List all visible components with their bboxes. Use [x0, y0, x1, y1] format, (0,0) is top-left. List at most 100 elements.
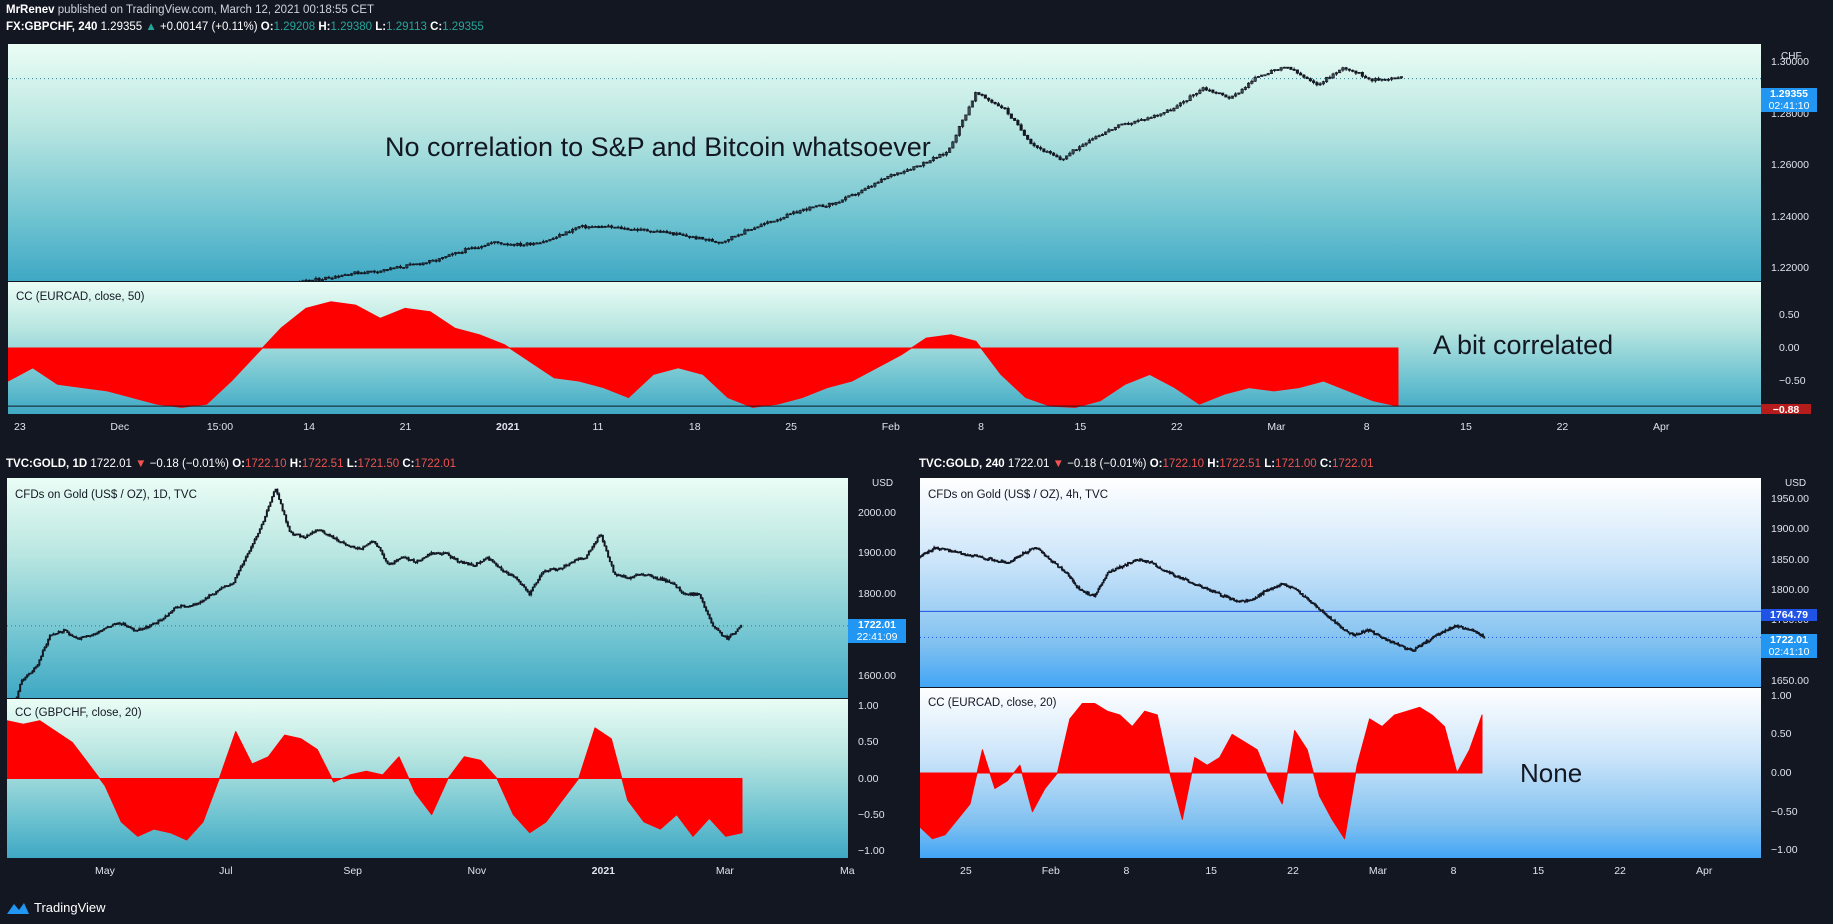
gbpchf-candle: [340, 275, 344, 278]
bl-symbol[interactable]: TVC:GOLD, 1D: [6, 458, 88, 470]
y-tick-label: 0.00: [858, 772, 879, 785]
gold-1d-candle: [596, 537, 599, 543]
bl-time-axis[interactable]: May Jul Sep Nov 2021 Mar Ma: [7, 858, 912, 886]
gold-1d-candle: [353, 545, 356, 549]
gold-4h-candle: [1313, 602, 1316, 606]
bl-cc-title: CC (GBPCHF, close, 20): [15, 707, 142, 719]
top-symbol[interactable]: FX:GBPCHF, 240: [6, 21, 98, 33]
gold-4h-candle: [953, 550, 956, 553]
bl-cc-axis[interactable]: 1.00 0.50 0.00 −0.50 −1.00: [848, 699, 912, 858]
gbpchf-candle: [1234, 93, 1238, 97]
gbpchf-candle: [541, 241, 545, 244]
gbpchf-candle: [486, 243, 490, 246]
author-name[interactable]: MrRenev: [6, 4, 55, 16]
br-time-axis[interactable]: 25 Feb 8 15 22 Mar 8 15 22 Apr: [920, 858, 1822, 886]
gbpchf-candle: [324, 276, 328, 280]
gold-1d-candle: [213, 593, 216, 596]
gold-1d-candle: [101, 629, 104, 632]
gold-4h-candle: [1194, 584, 1197, 586]
gbpchf-candle: [619, 226, 623, 230]
gold-4h-candle: [1078, 586, 1081, 591]
gold-1d-candle: [262, 521, 265, 526]
gold-1d-candle: [376, 543, 379, 547]
gold-4h-candle: [1331, 619, 1334, 622]
bl-cc-area: [7, 720, 743, 841]
gold-1d-candle: [153, 622, 156, 625]
gold-1d-candle: [411, 559, 414, 561]
gold-1d-candle: [183, 605, 186, 608]
gold-1d-candle: [241, 564, 244, 568]
gold-4h-candle: [1482, 634, 1484, 638]
gbpchf-candle: [463, 248, 467, 253]
gold-4h-candle: [1087, 591, 1090, 596]
gold-1d-candle: [393, 560, 396, 565]
y-tick-label: 2000.00: [858, 506, 896, 519]
gbpchf-candle: [476, 247, 480, 250]
x-tick-label: 2021: [496, 421, 520, 433]
top-price-axis[interactable]: CHF 1.30000 1.28000 1.26000 1.24000 1.22000 …: [1761, 44, 1822, 281]
gbpchf-candle: [694, 236, 698, 240]
gbpchf-candle: [876, 181, 880, 184]
gold-1d-candle: [269, 501, 272, 507]
gbpchf-candle: [1243, 87, 1247, 90]
gold-1d-candle: [295, 533, 298, 536]
gold-4h-candle: [1414, 647, 1417, 651]
br-cc-pane[interactable]: CC (EURCAD, close, 20) None: [920, 688, 1761, 858]
open-label: O:: [232, 458, 245, 470]
gold-4h-candle: [1100, 584, 1102, 587]
gold-1d-candle: [696, 593, 699, 596]
gbpchf-candle: [655, 230, 659, 233]
gbpchf-candle: [317, 277, 321, 281]
y-tick-label: 0.50: [1771, 728, 1792, 741]
gold-1d-candle: [635, 574, 638, 577]
gold-1d-candle: [122, 622, 125, 625]
gold-4h-candle: [1128, 562, 1131, 564]
gold-1d-candle: [622, 575, 625, 578]
bl-cc-pane[interactable]: CC (GBPCHF, close, 20): [7, 699, 848, 858]
bl-price-pane[interactable]: CFDs on Gold (US$ / OZ), 1D, TVC: [7, 478, 848, 698]
gbpchf-candle: [980, 93, 984, 96]
br-price-pane[interactable]: CFDs on Gold (US$ / OZ), 4h, TVC: [920, 478, 1761, 687]
gbpchf-candle: [957, 126, 961, 136]
gold-1d-candle: [720, 631, 723, 636]
x-tick-label: Dec: [110, 421, 130, 433]
gold-4h-candle: [1256, 596, 1258, 599]
br-price-axis[interactable]: USD 1950.001900.001850.001800.001750.001…: [1761, 478, 1822, 687]
gold-1d-candle: [540, 573, 543, 577]
gold-4h-candle: [1172, 573, 1175, 576]
gbpchf-candle: [1198, 89, 1202, 94]
gbpchf-candle: [766, 221, 770, 224]
gold-4h-candle: [1012, 559, 1015, 562]
br-cc-axis[interactable]: 1.00 0.50 0.00 −0.50 −1.00: [1761, 688, 1822, 858]
gbpchf-candle: [1318, 83, 1322, 86]
top-cc-axis[interactable]: 0.50 0.00 −0.50 −0.88: [1761, 282, 1822, 414]
gbpchf-candle: [1195, 92, 1199, 96]
gold-1d-candle: [573, 559, 576, 563]
y-tick-label: 1.24000: [1771, 210, 1809, 223]
gold-4h-candle: [1397, 642, 1400, 646]
gold-1d-candle: [689, 592, 692, 596]
gold-1d-candle: [523, 584, 526, 588]
gbpchf-candle: [892, 174, 896, 176]
gold-4h-candle: [1192, 583, 1195, 585]
top-price-pane[interactable]: No correlation to S&P and Bitcoin whatso…: [8, 44, 1761, 281]
gbpchf-candle: [1266, 73, 1270, 76]
gold-1d-candle: [531, 586, 534, 592]
footer-brand[interactable]: TradingView: [6, 900, 106, 915]
gbpchf-candle: [1175, 105, 1179, 109]
gold-4h-candle: [1343, 629, 1346, 631]
gold-4h-candle: [1413, 649, 1416, 652]
gold-4h-candle: [1253, 598, 1256, 600]
gold-1d-candle: [703, 601, 706, 608]
gold-1d-candle: [640, 573, 643, 576]
gbpchf-candle: [603, 226, 607, 228]
gbpchf-candle: [366, 270, 370, 274]
bl-price-axis[interactable]: USD 2000.001900.001800.001700.001600.00 …: [848, 478, 912, 698]
gbpchf-candle: [350, 273, 354, 276]
top-cc-pane[interactable]: CC (EURCAD, close, 50) A bit correlated: [8, 282, 1761, 414]
top-time-axis[interactable]: 23 Dec 15:00 14 21 2021 11 18 25 Feb 8 15 22 Mar 8 15 22…: [8, 414, 1761, 450]
gold-4h-candle: [1132, 560, 1135, 564]
br-symbol[interactable]: TVC:GOLD, 240: [919, 458, 1005, 470]
gold-1d-candle: [309, 533, 312, 536]
top-low: 1.29113: [386, 21, 427, 33]
